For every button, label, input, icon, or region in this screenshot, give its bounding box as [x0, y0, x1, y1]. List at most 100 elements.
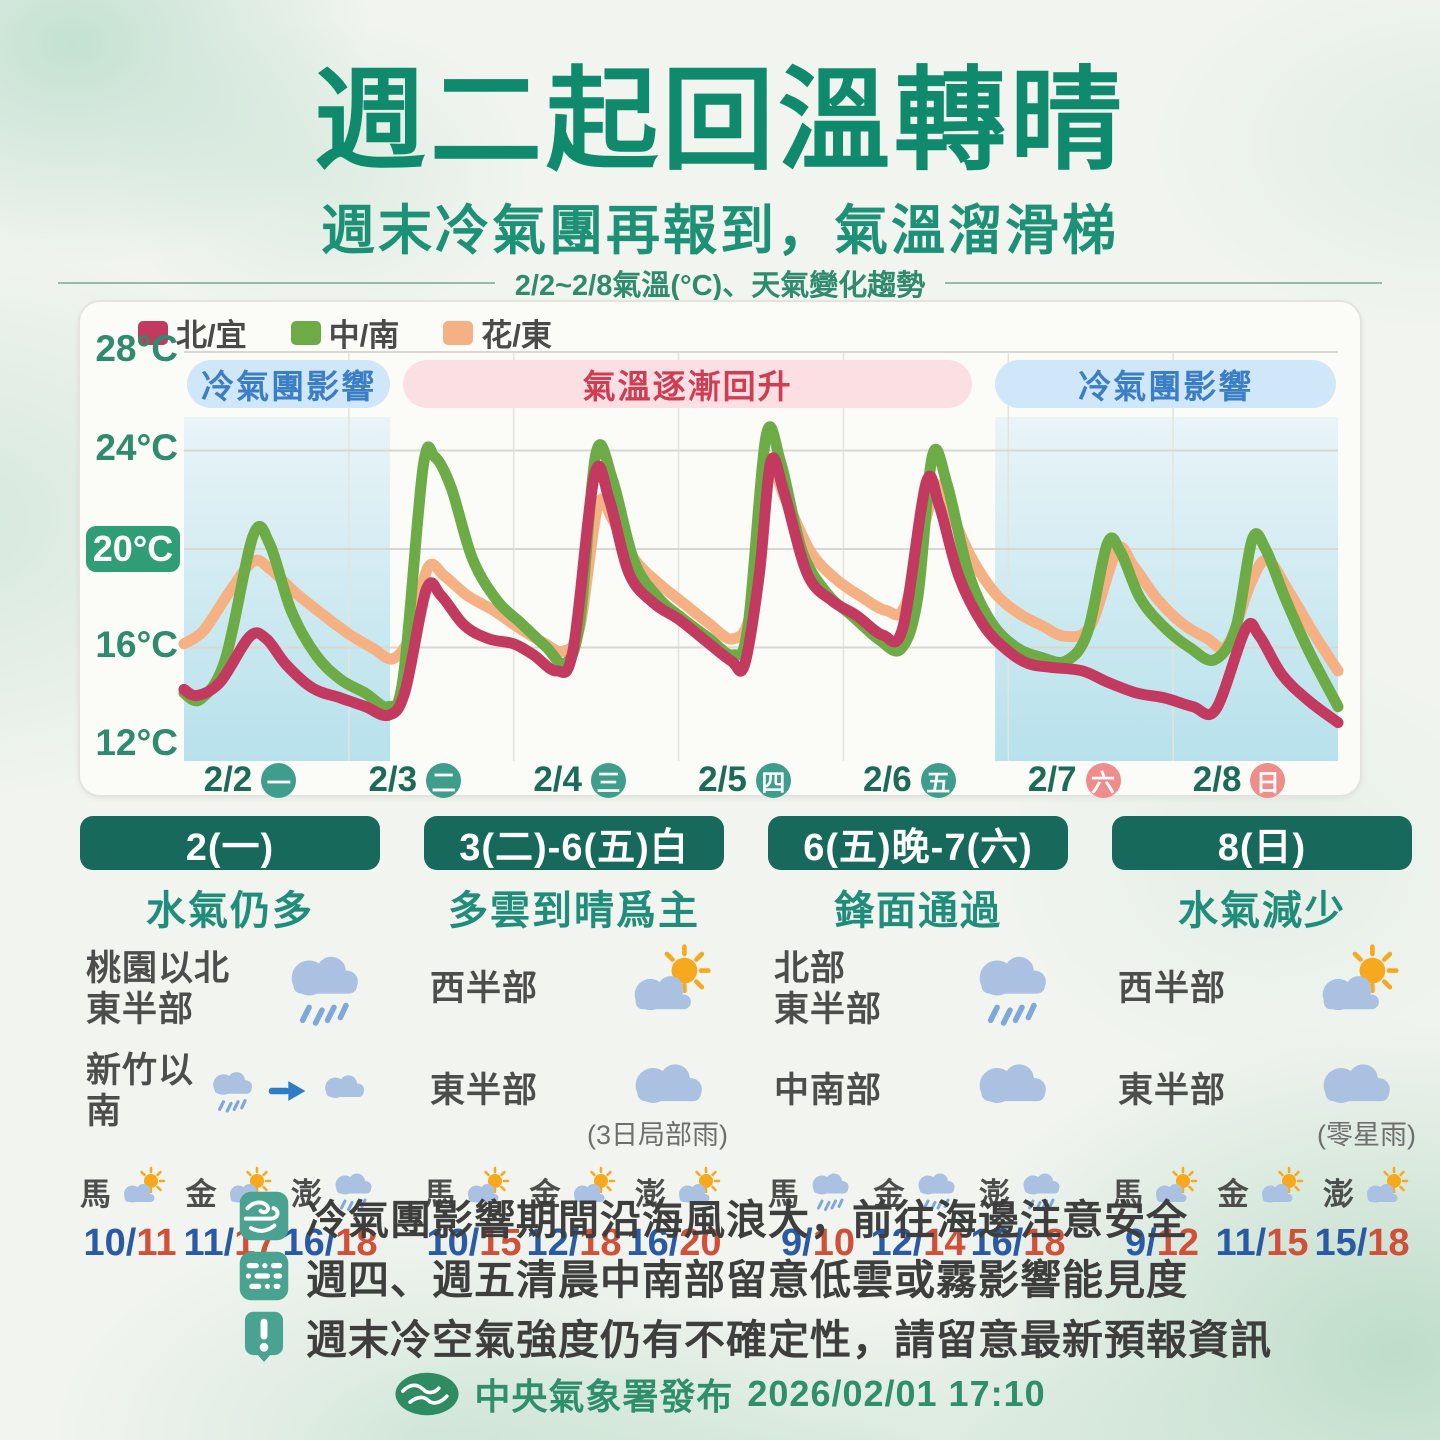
temp-low: 10 [426, 1222, 469, 1264]
legend-swatch [443, 320, 474, 345]
date-label: 2/6 [863, 760, 912, 799]
region-label: 西半部 [430, 969, 539, 1009]
island-label: 澎 [979, 1176, 1010, 1212]
island-item: 馬 [1112, 1166, 1201, 1216]
legend-label: 中/南 [328, 318, 400, 353]
page-subtitle: 週末冷氣團再報到，氣溫溜滑梯 [321, 201, 1119, 261]
island-temp: 9/12 [1125, 1222, 1199, 1264]
island-item: 馬 [80, 1166, 169, 1216]
note-row: 週末冷空氣強度仍有不確定性，請留意最新預報資訊 [238, 1306, 1272, 1366]
divider-line [945, 282, 1383, 284]
island-item: 馬 [768, 1166, 857, 1216]
legend-item: 花/東 [443, 310, 552, 355]
panel-rows: 桃園以北 東半部 新竹以南 [80, 940, 380, 1140]
weather-icons [958, 943, 1062, 1035]
region-label: 北部 東半部 [774, 948, 883, 1029]
island-temp: 10/15 [426, 1222, 522, 1264]
date-label: 2/4 [533, 760, 582, 799]
note-text: 週四、週五清晨中南部留意低雲或霧影響能見度 [306, 1257, 1188, 1303]
weather-icons [614, 943, 718, 1035]
island-forecasts: 馬金澎 [1112, 1166, 1412, 1216]
island-temps: 9/10 12/14 16/18 [768, 1222, 1068, 1265]
temp-low: 16 [282, 1222, 325, 1264]
forecast-row: 東半部 (零星雨) [1112, 1042, 1416, 1150]
island-temp: 16/18 [970, 1222, 1066, 1264]
temp-high: 10 [812, 1222, 855, 1264]
temp-high: 14 [923, 1222, 966, 1264]
island-label: 金 [873, 1176, 905, 1212]
cloud-icon [958, 1045, 1062, 1137]
panel-subtitle: 水氣減少 [1178, 889, 1346, 933]
temp-low: 12 [870, 1222, 913, 1264]
note-row: 週四、週五清晨中南部留意低雲或霧影響能見度 [238, 1246, 1272, 1306]
chart-legend: 北/宜 中/南 花/東 [138, 310, 552, 355]
region-label: 新竹以南 [86, 1050, 195, 1131]
island-item: 澎 [979, 1166, 1068, 1216]
weekday-badge: 六 [1085, 762, 1121, 798]
temp-high: 11 [136, 1222, 177, 1264]
rain-icon [270, 943, 374, 1035]
x-tick: 2/7 六 [994, 760, 1154, 800]
x-tick: 2/6 五 [829, 760, 989, 800]
island-label: 金 [529, 1176, 561, 1212]
weather-icons [200, 1064, 374, 1118]
temperature-chart-panel: 北/宜 中/南 花/東 28°C 24°C 20°C 16°C 12°C 冷氣團影響 氣溫逐漸… [78, 300, 1362, 800]
legend-item: 中/南 [290, 310, 400, 355]
annotation-pill-cold: 冷氣團影響 [995, 360, 1337, 408]
y-axis-badge: 20°C [86, 526, 180, 572]
x-tick: 2/3 二 [335, 760, 495, 800]
temp-low: 11 [1215, 1222, 1256, 1264]
temp-low: 15 [1314, 1222, 1357, 1264]
island-label: 馬 [80, 1176, 111, 1212]
temp-low: 9 [781, 1222, 803, 1264]
footer-datetime: 2026/02/01 17:10 [747, 1373, 1046, 1414]
divider-line [58, 282, 495, 284]
y-axis-label: 24°C [95, 426, 178, 468]
legend-swatch [290, 320, 321, 345]
weekday-badge: 五 [920, 762, 956, 798]
legend-label: 花/東 [481, 318, 552, 353]
weather-icons: (零星雨) [1302, 1045, 1416, 1150]
rain-icon [200, 1064, 262, 1118]
island-label: 金 [185, 1176, 217, 1212]
panel-header: 6(五)晚-7(六) [768, 816, 1068, 870]
island-label: 澎 [291, 1176, 322, 1212]
rain-icon [958, 943, 1062, 1035]
annotation-pill-warm: 氣溫逐漸回升 [403, 360, 972, 408]
date-label: 2/8 [1192, 760, 1242, 799]
arrow-icon [266, 1077, 308, 1105]
forecast-panel: 2(一) 水氣仍多 桃園以北 東半部 新竹以南 馬 金 澎 10/11 11/17 16/1… [80, 816, 380, 1265]
temp-high: 18 [579, 1222, 622, 1264]
x-tick: 2/4 三 [500, 760, 660, 800]
forecast-row: 西半部 [1112, 940, 1412, 1038]
temp-low: 12 [526, 1222, 569, 1264]
region-label: 東半部 [1118, 1071, 1227, 1111]
weekday-badge: 四 [755, 762, 791, 798]
island-temp: 10/11 [83, 1222, 177, 1264]
forecast-row: 新竹以南 [80, 1042, 380, 1140]
alert-icon [238, 1310, 290, 1362]
partly-sunny-icon [113, 1166, 169, 1216]
panel-header: 8(日) [1112, 816, 1412, 870]
range-caption-row: 2/2~2/8氣溫(°C)、天氣變化趨勢 [58, 262, 1383, 304]
island-label: 澎 [635, 1176, 666, 1212]
temp-high: 15 [479, 1222, 522, 1264]
row-note: (3日局部雨) [587, 1120, 728, 1150]
panel-rows: 西半部東半部 (零星雨) [1112, 940, 1416, 1150]
date-label: 2/5 [698, 760, 747, 799]
region-label: 西半部 [1118, 969, 1227, 1009]
y-axis-label: 12°C [95, 722, 178, 763]
weekday-badge: 二 [426, 762, 462, 798]
temp-low: 9 [1125, 1222, 1147, 1264]
cloud-icon [312, 1064, 374, 1118]
island-temp: 9/10 [781, 1222, 855, 1264]
note-row: 冷氣團影響期間沿海風浪大，前往海邊注意安全 [238, 1186, 1272, 1246]
island-temp: 16/20 [626, 1222, 722, 1264]
advisory-notes: 冷氣團影響期間沿海風浪大，前往海邊注意安全週四、週五清晨中南部留意低雲或霧影響能… [238, 1186, 1272, 1366]
island-label: 金 [1217, 1176, 1249, 1212]
island-temp: 16/18 [282, 1222, 378, 1264]
forecast-row: 東半部 (3日局部雨) [424, 1042, 728, 1150]
temp-high: 18 [1367, 1222, 1410, 1264]
island-item: 金 [186, 1166, 275, 1216]
forecast-panel: 3(二)-6(五)白 多雲到晴爲主 西半部 東半部 (3日局部雨) 馬 金 澎 10/1… [424, 816, 728, 1265]
